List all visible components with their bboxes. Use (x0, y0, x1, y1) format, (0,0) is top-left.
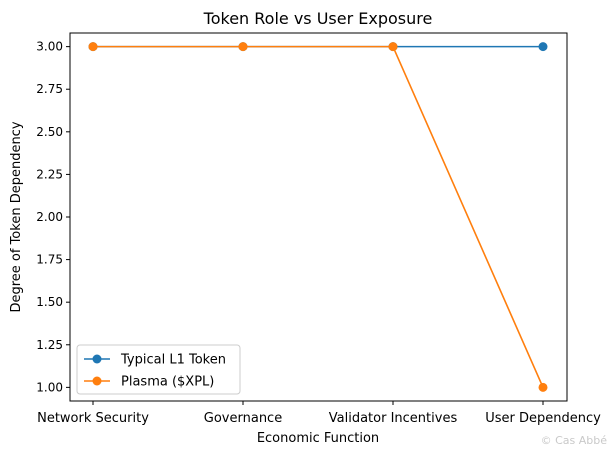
x-tick-label: Validator Incentives (329, 411, 458, 426)
series-line (93, 45, 544, 388)
x-tick-label: Network Security (37, 411, 149, 426)
x-axis: Network Security Governance Validator Ince… (37, 401, 601, 426)
data-point (388, 42, 398, 52)
y-tick-label: 2.00 (36, 210, 63, 224)
y-tick-label: 1.25 (36, 338, 63, 352)
x-tick-label: User Dependency (485, 411, 601, 426)
legend-label: Typical L1 Token (120, 353, 226, 368)
legend-item: Plasma ($XPL) (84, 375, 214, 390)
y-tick-label: 3.00 (36, 40, 63, 54)
y-tick-label: 1.75 (36, 253, 63, 267)
y-axis-label: Degree of Token Dependency (9, 121, 24, 312)
watermark: © Cas Abbé (540, 434, 607, 447)
x-tick-label: Governance (204, 411, 282, 426)
y-axis: 1.00 1.25 1.50 1.75 2.00 2.25 2.50 2.75 3.00 (36, 40, 70, 394)
data-point (238, 42, 248, 52)
y-tick-label: 1.50 (36, 295, 63, 309)
x-axis-label: Economic Function (257, 431, 379, 446)
series-layer (88, 42, 548, 392)
data-point (538, 382, 548, 392)
y-tick-label: 2.25 (36, 167, 63, 181)
legend-marker (92, 376, 102, 386)
series-1 (88, 42, 548, 392)
chart-title: Token Role vs User Exposure (203, 9, 433, 28)
legend-marker (92, 354, 102, 364)
y-tick-label: 1.00 (36, 380, 63, 394)
data-point (538, 42, 548, 52)
legend-label: Plasma ($XPL) (121, 375, 214, 390)
data-point (88, 42, 98, 52)
legend-item: Typical L1 Token (84, 353, 226, 368)
y-tick-label: 2.50 (36, 125, 63, 139)
legend: Typical L1 Token Plasma ($XPL) (76, 344, 241, 395)
legend-box (76, 344, 241, 395)
y-tick-label: 2.75 (36, 82, 63, 96)
